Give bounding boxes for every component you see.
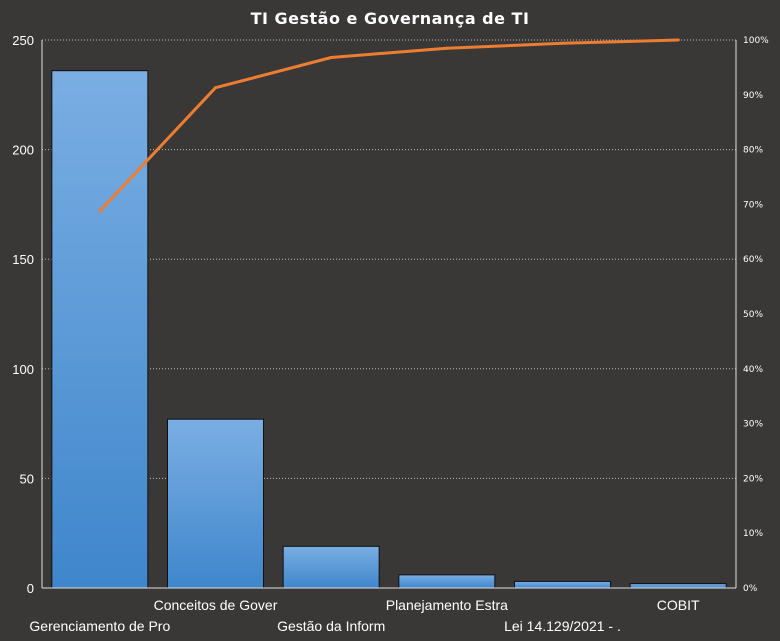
cumulative-percent-line bbox=[98, 38, 680, 213]
x-tick-label: Gestão da Inform bbox=[277, 618, 385, 634]
bar-0 bbox=[51, 70, 149, 589]
y-tick-label: 250 bbox=[12, 33, 34, 48]
y-tick-label: 150 bbox=[12, 252, 34, 267]
x-tick-label: Lei 14.129/2021 - . bbox=[504, 618, 621, 634]
y-tick-label: 50 bbox=[20, 471, 34, 486]
y2-tick-label: 0% bbox=[743, 584, 758, 594]
x-tick-label: Gerenciamento de Pro bbox=[29, 618, 170, 634]
cumulative-point-5 bbox=[676, 38, 680, 42]
y2-tick-label: 50% bbox=[743, 310, 763, 320]
y2-tick-label: 30% bbox=[743, 420, 763, 430]
y2-tick-label: 60% bbox=[743, 255, 763, 265]
y2-tick-label: 80% bbox=[743, 146, 763, 156]
bar-2 bbox=[282, 545, 380, 589]
bar-4 bbox=[513, 580, 612, 589]
tick-labels: 0 50 100 150 200 250 0% 10% 20% 30% 40% 50% 60% 70% 80… bbox=[12, 33, 769, 634]
cumulative-line bbox=[98, 38, 680, 213]
axes bbox=[41, 40, 737, 589]
x-tick-label: Planejamento Estra bbox=[386, 597, 508, 613]
y2-tick-label: 40% bbox=[743, 365, 763, 375]
chart-title: TI Gestão e Governança de TI bbox=[251, 9, 530, 28]
y2-tick-label: 90% bbox=[743, 91, 763, 101]
cumulative-point-2 bbox=[329, 56, 333, 60]
y2-tick-label: 100% bbox=[743, 36, 769, 46]
y2-tick-label: 10% bbox=[743, 529, 763, 539]
y-tick-label: 100 bbox=[12, 362, 34, 377]
y-tick-label: 200 bbox=[12, 143, 34, 158]
y2-tick-label: 20% bbox=[743, 474, 763, 484]
cumulative-point-0 bbox=[98, 209, 102, 213]
y2-tick-label: 70% bbox=[743, 200, 763, 210]
bars bbox=[51, 70, 727, 589]
x-tick-label: Conceitos de Gover bbox=[154, 597, 278, 613]
cumulative-point-4 bbox=[561, 41, 564, 45]
x-tick-label: COBIT bbox=[657, 597, 700, 613]
y-tick-label: 0 bbox=[27, 581, 34, 596]
cumulative-point-3 bbox=[445, 46, 449, 50]
bar-5 bbox=[629, 583, 727, 589]
bar-3 bbox=[398, 574, 496, 589]
cumulative-point-1 bbox=[214, 86, 217, 90]
bar-1 bbox=[166, 418, 265, 589]
